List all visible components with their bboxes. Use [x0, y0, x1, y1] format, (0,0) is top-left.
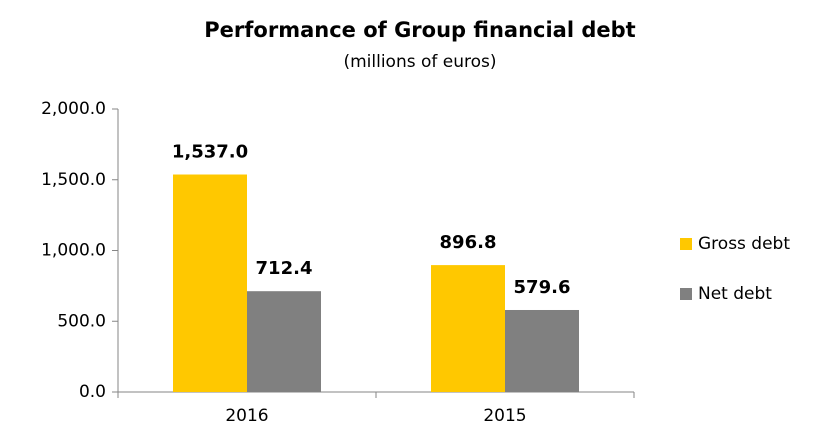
bar: [247, 291, 321, 392]
bar: [431, 265, 505, 392]
chart-title: Performance of Group financial debt: [204, 18, 635, 42]
legend-swatch: [680, 288, 692, 300]
bar: [173, 174, 247, 392]
y-tick-label: 0.0: [79, 382, 106, 402]
x-tick-label: 2016: [225, 406, 268, 426]
legend-label: Gross debt: [698, 234, 790, 254]
bar: [505, 309, 579, 392]
value-label: 896.8: [440, 232, 497, 253]
y-tick-label: 1,000.0: [41, 241, 106, 261]
chart-subtitle: (millions of euros): [343, 52, 496, 72]
value-label: 712.4: [256, 258, 313, 279]
value-label: 579.6: [514, 277, 571, 298]
legend-swatch: [680, 238, 692, 250]
y-tick-label: 500.0: [57, 311, 106, 331]
y-tick-label: 1,500.0: [41, 170, 106, 190]
value-label: 1,537.0: [172, 142, 248, 163]
x-tick-label: 2015: [483, 406, 526, 426]
legend-label: Net debt: [698, 284, 772, 304]
y-tick-label: 2,000.0: [41, 99, 106, 119]
